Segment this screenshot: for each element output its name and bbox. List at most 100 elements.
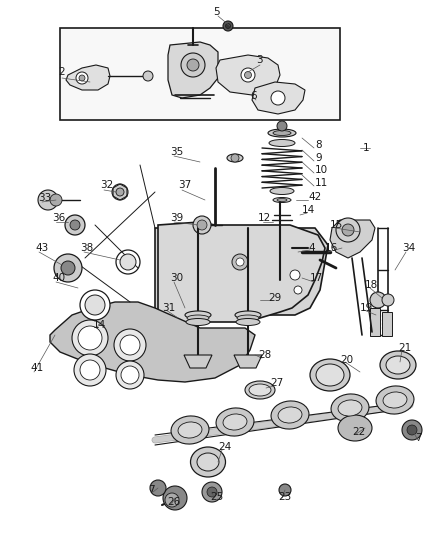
Circle shape [116,250,140,274]
Circle shape [231,154,239,162]
Ellipse shape [171,416,209,444]
Circle shape [120,335,140,355]
Circle shape [244,71,251,78]
Text: 32: 32 [100,180,113,190]
Circle shape [407,425,417,435]
Circle shape [207,487,217,497]
Circle shape [80,290,110,320]
Text: 8: 8 [315,140,321,150]
Ellipse shape [185,311,211,319]
Ellipse shape [271,401,309,429]
Ellipse shape [383,392,407,408]
Text: 30: 30 [170,273,183,283]
Ellipse shape [223,414,247,430]
Ellipse shape [277,198,287,201]
Circle shape [114,329,146,361]
Circle shape [271,91,285,105]
Circle shape [277,121,287,131]
Polygon shape [234,355,262,368]
Circle shape [232,254,248,270]
Circle shape [223,21,233,31]
Circle shape [294,286,302,294]
Text: 33: 33 [38,193,51,203]
Text: 7: 7 [415,433,422,443]
Ellipse shape [380,351,416,379]
Ellipse shape [338,415,372,441]
Text: 39: 39 [170,213,183,223]
Polygon shape [168,42,218,98]
Circle shape [197,220,207,230]
Ellipse shape [236,319,260,326]
Polygon shape [155,228,328,315]
Polygon shape [50,302,255,382]
Ellipse shape [338,400,362,416]
Text: 17: 17 [310,273,323,283]
Circle shape [241,68,255,82]
Text: 16: 16 [325,243,338,253]
Text: 40: 40 [52,273,65,283]
Circle shape [226,23,230,28]
Text: 26: 26 [167,497,180,507]
Bar [370,308,380,336]
Text: 18: 18 [365,280,378,290]
Text: 10: 10 [315,165,328,175]
Text: 3: 3 [256,55,263,65]
Text: 36: 36 [52,213,65,223]
Text: 1: 1 [363,143,370,153]
Circle shape [342,224,354,236]
Circle shape [112,184,128,200]
Text: 20: 20 [340,355,353,365]
Ellipse shape [268,129,296,137]
Text: 14: 14 [93,320,106,330]
Circle shape [80,360,100,380]
Circle shape [336,218,360,242]
Ellipse shape [187,315,209,321]
Text: 6: 6 [250,91,257,101]
Text: 43: 43 [35,243,48,253]
Polygon shape [330,220,375,258]
Text: 24: 24 [218,442,231,452]
Circle shape [116,188,124,196]
Circle shape [121,366,139,384]
Circle shape [76,72,88,84]
Ellipse shape [269,140,295,147]
Circle shape [54,254,82,282]
Ellipse shape [316,364,344,386]
Ellipse shape [278,407,302,423]
Circle shape [78,326,102,350]
Ellipse shape [249,384,271,396]
Text: 7: 7 [148,485,155,495]
Text: 34: 34 [402,243,415,253]
Circle shape [279,484,291,496]
Ellipse shape [227,154,243,162]
Text: 5: 5 [213,7,219,17]
Circle shape [202,482,222,502]
Ellipse shape [270,188,294,195]
Text: 19: 19 [360,303,373,313]
Text: 15: 15 [330,220,343,230]
Bar [382,312,392,336]
Ellipse shape [191,447,226,477]
Text: 9: 9 [315,153,321,163]
Ellipse shape [273,198,291,203]
Ellipse shape [186,319,210,326]
Circle shape [402,420,422,440]
Circle shape [72,320,108,356]
Text: 23: 23 [278,492,291,502]
Ellipse shape [178,422,202,438]
Circle shape [65,215,85,235]
Circle shape [236,258,244,266]
Ellipse shape [237,315,259,321]
Circle shape [50,194,62,206]
Ellipse shape [376,386,414,414]
Circle shape [290,270,300,280]
Circle shape [61,261,75,275]
Circle shape [165,493,179,507]
Text: 22: 22 [352,427,365,437]
Circle shape [181,53,205,77]
Ellipse shape [197,453,219,471]
Text: 11: 11 [315,178,328,188]
Ellipse shape [273,131,291,135]
Polygon shape [66,65,110,90]
Text: 38: 38 [80,243,93,253]
